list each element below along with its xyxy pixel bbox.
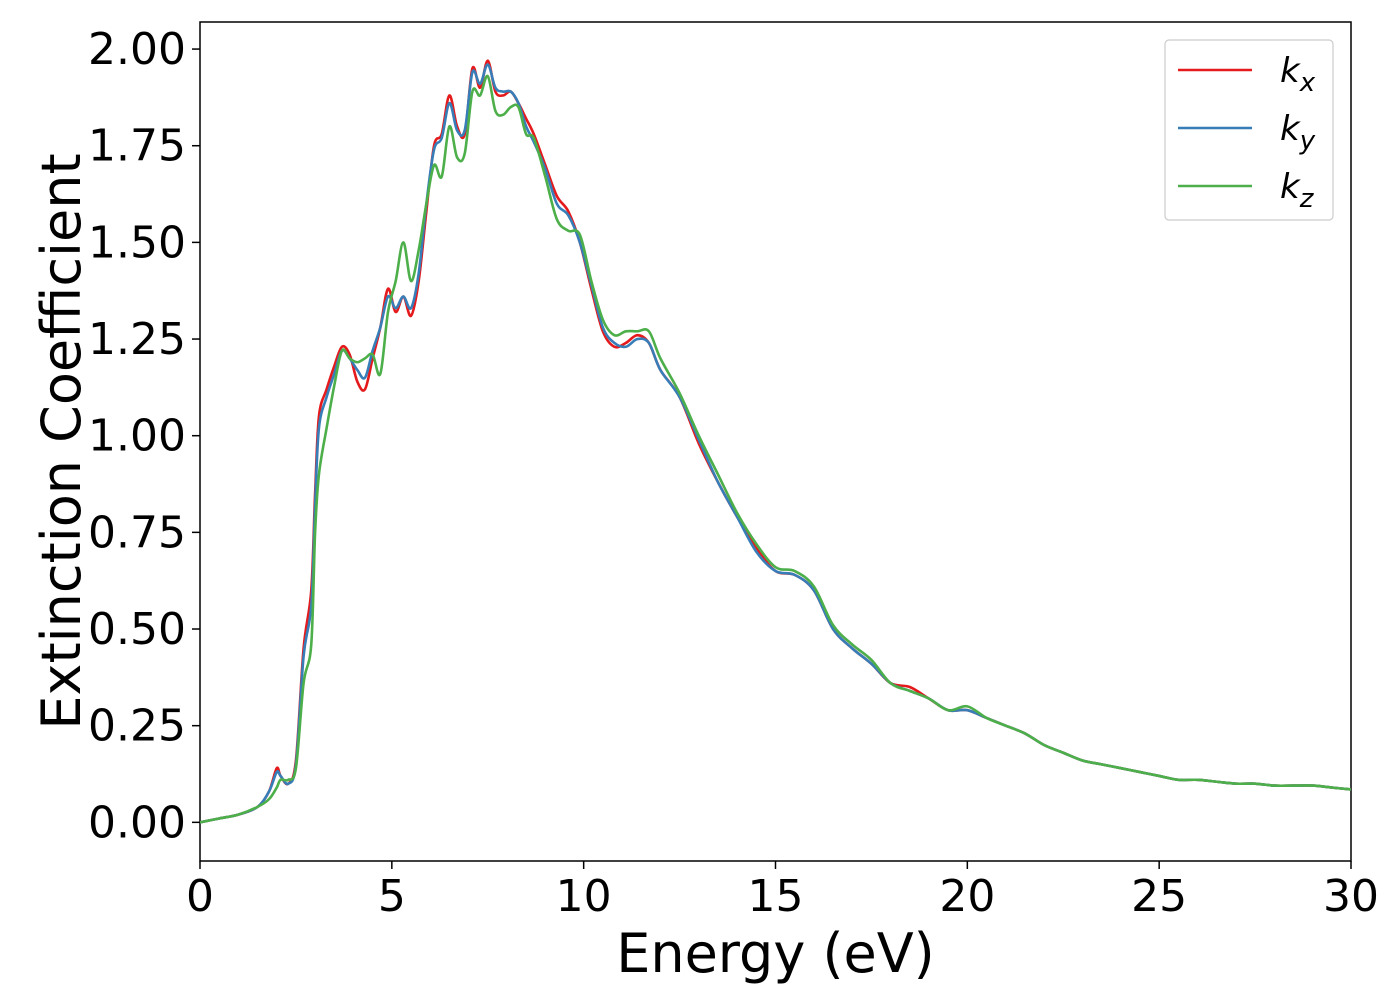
series-group (200, 59, 1351, 824)
x-tick-label: 25 (1131, 871, 1187, 922)
y-tick-label: 1.25 (88, 314, 186, 365)
x-axis: 0 5 10 15 20 25 30 (186, 861, 1379, 922)
y-tick-label: 0.50 (88, 604, 186, 655)
legend-label-main: k (1280, 109, 1301, 149)
y-tick-label: 2.00 (88, 24, 186, 75)
legend-box (1164, 39, 1334, 221)
legend-label: kx (1280, 51, 1316, 98)
legend-label-subscript: x (1299, 68, 1316, 98)
legend-label-main: k (1280, 51, 1301, 91)
x-tick-label: 5 (378, 871, 406, 922)
y-axis: 0.00 0.25 0.50 0.75 1.00 1.25 1.50 1.75 2.00 (88, 24, 200, 848)
series-line-k-z (200, 74, 1351, 824)
legend-label-subscript: z (1299, 184, 1315, 214)
legend-label: kz (1280, 167, 1315, 214)
y-tick-label: 1.50 (88, 217, 186, 268)
x-tick-label: 30 (1323, 871, 1379, 922)
y-axis-label: Extinction Coefficient (30, 153, 93, 729)
y-tick-label: 0.25 (88, 701, 186, 752)
x-tick-label: 15 (748, 871, 804, 922)
x-tick-label: 0 (186, 871, 214, 922)
x-axis-label: Energy (eV) (616, 922, 935, 985)
y-tick-label: 1.75 (88, 121, 186, 172)
legend-label-subscript: y (1299, 126, 1316, 156)
x-tick-label: 20 (939, 871, 995, 922)
x-tick-label: 10 (556, 871, 612, 922)
y-tick-label: 1.00 (88, 411, 186, 462)
legend-label: ky (1280, 109, 1316, 156)
y-tick-label: 0.75 (88, 507, 186, 558)
y-tick-label: 0.00 (88, 797, 186, 848)
legend-label-main: k (1280, 167, 1301, 207)
